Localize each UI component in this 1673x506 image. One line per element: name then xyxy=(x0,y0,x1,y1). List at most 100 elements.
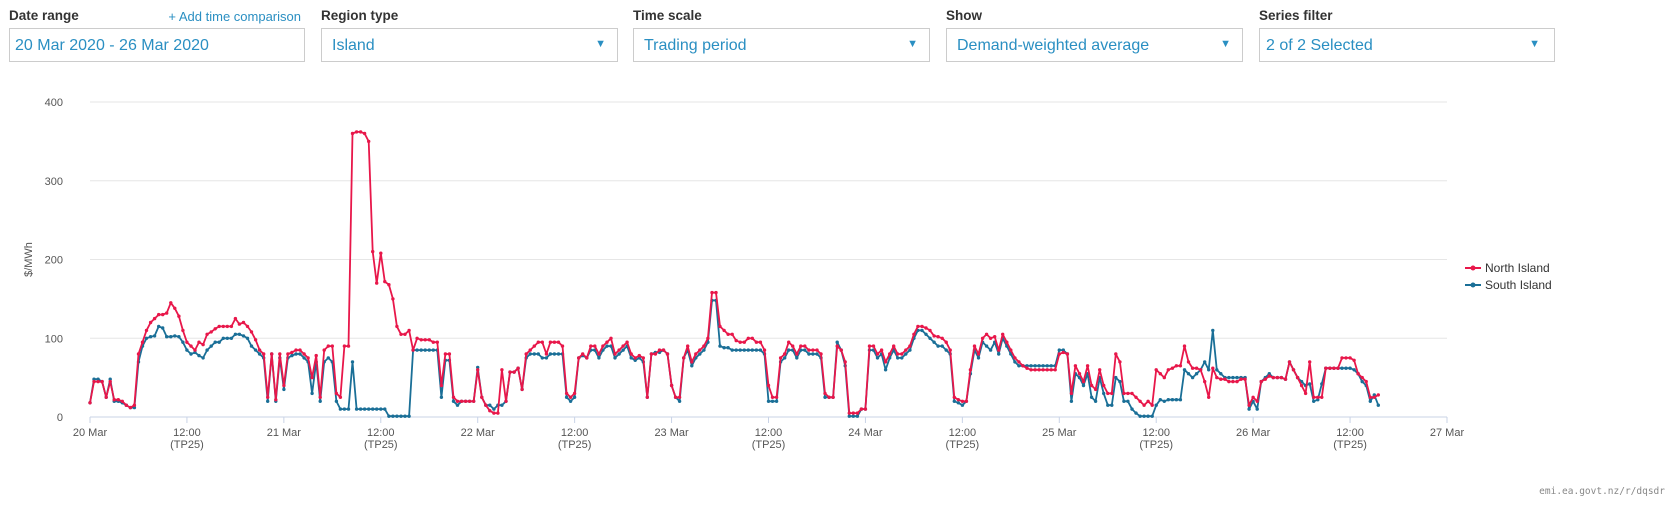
south-island-point xyxy=(815,352,819,356)
south-island-point xyxy=(1037,364,1041,368)
north-island-point xyxy=(1279,375,1284,380)
south-island-point xyxy=(621,348,625,352)
north-island-point xyxy=(1110,391,1114,396)
time-scale-label: Time scale xyxy=(633,8,702,23)
south-island-point xyxy=(423,348,427,352)
south-island-point xyxy=(375,407,379,411)
north-island-point xyxy=(1295,375,1300,380)
north-island-point xyxy=(1203,379,1207,384)
south-island-point xyxy=(1344,366,1348,370)
north-island-point xyxy=(774,395,779,399)
north-island-point xyxy=(528,348,532,352)
date-range-input[interactable]: 20 Mar 2020 - 26 Mar 2020 xyxy=(9,28,305,62)
south-island-point xyxy=(1122,399,1126,403)
north-island-point xyxy=(710,290,714,295)
north-island-point xyxy=(1348,356,1352,360)
x-tick-label: 22 Mar xyxy=(461,427,496,439)
north-island-point xyxy=(391,297,395,301)
x-tick-label: 25 Mar xyxy=(1042,427,1077,439)
south-island-point xyxy=(803,348,807,352)
north-island-point xyxy=(936,335,940,339)
north-island-point xyxy=(379,251,383,255)
south-island-point xyxy=(318,399,322,403)
add-time-comparison-link[interactable]: + Add time comparison xyxy=(168,9,301,24)
north-island-point xyxy=(823,391,827,396)
north-island-point xyxy=(407,328,411,333)
south-island-point xyxy=(1312,399,1316,403)
north-island-point xyxy=(132,403,137,407)
north-island-point xyxy=(1376,393,1381,397)
north-island-point xyxy=(185,340,189,344)
north-island-point xyxy=(221,324,225,329)
south-island-point xyxy=(564,395,569,399)
south-island-point xyxy=(730,348,734,352)
south-island-point xyxy=(855,414,860,418)
south-island-point xyxy=(823,395,827,399)
y-axis-label: $/MWh xyxy=(23,242,35,277)
south-island-point xyxy=(92,377,96,381)
south-island-point xyxy=(439,395,444,399)
north-island-point xyxy=(568,395,573,399)
south-island-point xyxy=(1360,379,1364,384)
south-island-point xyxy=(1126,399,1130,403)
north-island-point xyxy=(181,328,185,333)
legend-item-south-island[interactable]: South Island xyxy=(1465,278,1552,292)
north-island-point xyxy=(100,379,104,384)
north-island-point xyxy=(152,316,157,321)
north-island-point xyxy=(217,324,221,329)
north-island-point xyxy=(459,399,464,403)
y-tick-label: 200 xyxy=(45,255,63,267)
north-island-point xyxy=(677,395,682,399)
x-tick-label: 12:00 xyxy=(1142,427,1170,439)
north-island-point xyxy=(1316,395,1320,399)
time-scale-select[interactable]: Trading period ▼ xyxy=(633,28,930,62)
chevron-down-icon: ▼ xyxy=(907,38,918,50)
north-island-point xyxy=(427,338,431,342)
north-island-point xyxy=(1303,391,1308,396)
north-island-point xyxy=(879,348,884,352)
north-island-point xyxy=(1368,395,1373,399)
south-island-point xyxy=(770,399,775,403)
north-island-point xyxy=(415,336,419,340)
south-island-point xyxy=(835,340,839,344)
north-island-point xyxy=(108,379,112,384)
south-island-point xyxy=(617,352,621,356)
north-island-point xyxy=(136,352,141,356)
south-island-point xyxy=(1093,399,1098,403)
south-island-point xyxy=(997,352,1001,356)
north-island-point xyxy=(1328,366,1332,370)
south-island-point xyxy=(1049,364,1053,368)
north-island-point xyxy=(815,348,819,352)
north-island-point xyxy=(1037,368,1041,372)
north-island-point xyxy=(924,326,928,330)
north-island-point xyxy=(560,344,565,348)
south-island-point xyxy=(415,348,419,352)
south-island-point xyxy=(544,356,549,360)
region-type-select[interactable]: Island ▼ xyxy=(321,28,618,62)
south-island-point xyxy=(391,414,395,418)
north-island-point xyxy=(702,344,706,348)
north-island-point xyxy=(589,344,593,348)
south-island-point xyxy=(1081,383,1086,388)
show-select[interactable]: Demand-weighted average ▼ xyxy=(946,28,1243,62)
north-island-point xyxy=(758,340,763,344)
north-island-point xyxy=(928,328,932,333)
south-island-point xyxy=(362,407,367,411)
south-island-point xyxy=(173,334,177,338)
south-island-point xyxy=(181,340,185,344)
north-island-point xyxy=(742,340,746,344)
legend-item-north-island[interactable]: North Island xyxy=(1465,261,1550,275)
north-island-point xyxy=(835,344,839,348)
north-island-point xyxy=(540,340,544,344)
north-island-point xyxy=(1178,364,1183,368)
south-island-point xyxy=(197,353,201,358)
south-island-point xyxy=(1110,403,1114,407)
south-island-point xyxy=(629,356,633,360)
north-island-point xyxy=(472,399,476,403)
north-island-point xyxy=(161,312,165,317)
series-filter-select[interactable]: 2 of 2 Selected ▼ xyxy=(1259,28,1555,62)
south-island-point xyxy=(342,407,347,411)
north-island-point xyxy=(1360,375,1364,380)
north-island-point xyxy=(787,340,791,344)
north-island-point xyxy=(1089,383,1094,388)
